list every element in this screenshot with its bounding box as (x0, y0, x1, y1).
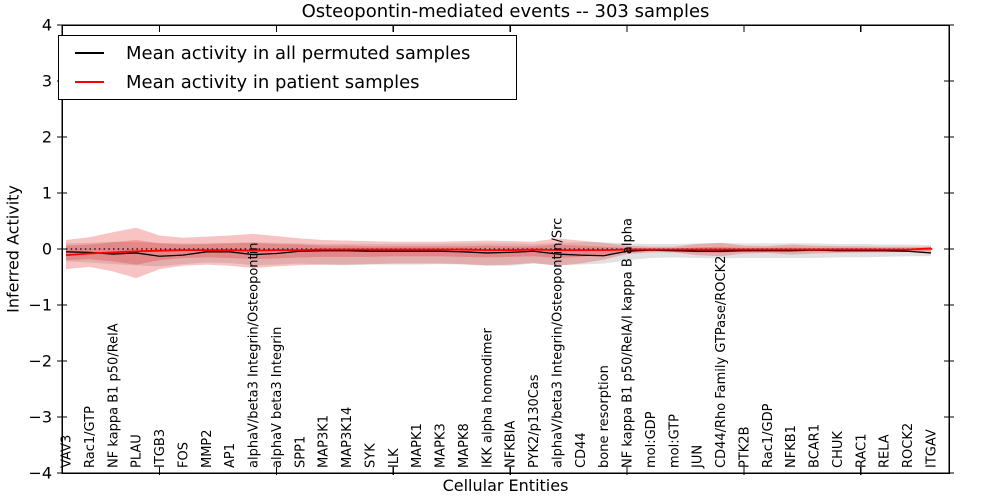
x-category-label: PYK2/p130Cas (527, 374, 542, 468)
y-tick-label: −2 (28, 352, 52, 371)
x-category-label: SYK (363, 443, 378, 468)
x-category-label: SPP1 (293, 436, 308, 468)
permuted-mean-line (65, 249, 932, 257)
x-category-label: BCAR1 (808, 424, 823, 468)
x-category-label: CHUK (831, 431, 846, 468)
y-tick-label: 0 (42, 240, 52, 259)
permuted-std-band (66, 241, 931, 267)
x-category-label: IKK alpha homodimer (480, 327, 495, 468)
x-category-label: mol:GTP (667, 414, 682, 468)
x-category-label: ILK (387, 448, 402, 468)
x-category-label: ITGB3 (153, 429, 168, 468)
x-category-label: mol:GDP (644, 411, 659, 468)
x-category-label: CD44/Rho Family GTPase/ROCK2 (714, 256, 729, 468)
x-category-label: MAP3K14 (340, 407, 355, 468)
x-category-label: NF kappa B1 p50/RelA (106, 323, 121, 468)
x-category-label: ROCK2 (901, 423, 916, 468)
x-category-label: NF kappa B1 p50/RelA/I kappa B alpha (621, 218, 636, 468)
x-category-label: FOS (176, 442, 191, 468)
x-category-label: CD44 (574, 432, 589, 468)
x-category-label: Rac1/GTP (83, 406, 98, 468)
y-tick-label: −3 (28, 408, 52, 427)
y-tick-label: 4 (42, 16, 52, 35)
x-category-label: Rac1/GDP (761, 403, 776, 468)
x-category-label: PTK2B (737, 427, 752, 469)
x-category-label: JUN (691, 445, 706, 469)
chart-title: Osteopontin-mediated events -- 303 sampl… (301, 1, 710, 22)
y-tick-label: 1 (42, 184, 52, 203)
patient-mean-line (65, 247, 932, 257)
x-category-label: ITGAV (925, 429, 940, 468)
x-category-label: NFKBIA (504, 421, 519, 468)
x-category-label: NFKB1 (784, 425, 799, 468)
x-category-label: RELA (878, 434, 893, 468)
x-category-label: MMP2 (200, 429, 215, 468)
y-axis-label: Inferred Activity (3, 185, 23, 313)
legend-label-permuted: Mean activity in all permuted samples (126, 42, 471, 64)
legend-label-patient: Mean activity in patient samples (126, 71, 420, 93)
x-category-label: MAPK8 (457, 423, 472, 468)
y-tick-label: 2 (42, 128, 52, 147)
x-category-label: MAPK3 (434, 423, 449, 468)
x-category-label: MAP3K1 (317, 415, 332, 468)
y-tick-label: −1 (28, 296, 52, 315)
y-tick-label: −4 (28, 464, 52, 483)
x-category-label: VAV3 (60, 435, 75, 468)
x-category-label: RAC1 (854, 433, 869, 468)
legend-line-sample-permuted (75, 52, 104, 54)
legend: Mean activity in all permuted samples Me… (58, 35, 517, 100)
legend-item-patient: Mean activity in patient samples (59, 68, 516, 97)
x-category-label: alphaV/beta3 Integrin/Osteopontin/Src (550, 218, 565, 468)
x-category-label: AP1 (223, 443, 238, 468)
legend-line-sample-patient (75, 81, 104, 83)
x-category-label: PLAU (130, 434, 145, 468)
y-tick-label: 3 (42, 72, 52, 91)
x-category-label: bone resorption (597, 365, 612, 468)
x-category-label: alphaV beta3 Integrin (270, 327, 285, 468)
legend-item-permuted: Mean activity in all permuted samples (59, 39, 516, 68)
x-axis-label: Cellular Entities (442, 476, 569, 495)
x-category-label: MAPK1 (410, 423, 425, 468)
x-category-label: alphaV/beta3 Integrin/Osteopontin (247, 243, 262, 468)
